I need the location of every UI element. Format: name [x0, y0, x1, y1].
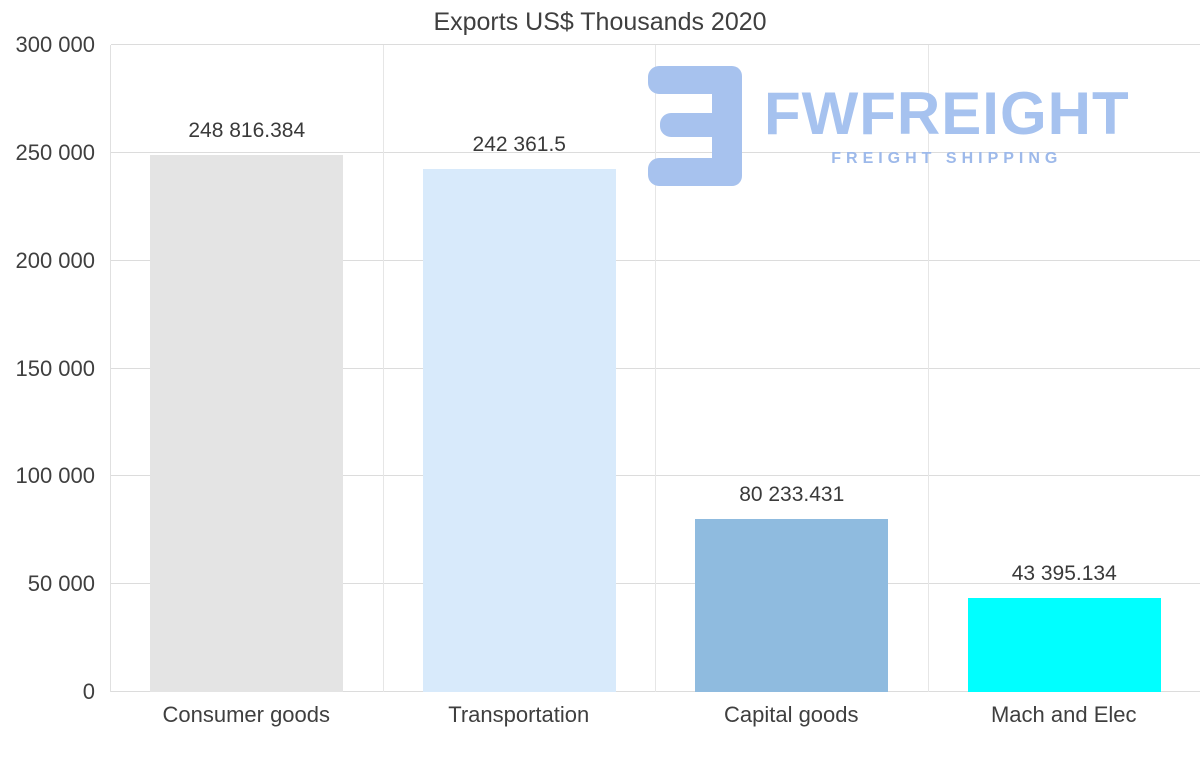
y-tick-label: 100 000 [15, 463, 95, 489]
brand-watermark: FWFREIGHT FREIGHT SHIPPING [648, 66, 1130, 186]
y-axis: 0 50 000 100 000 150 000 200 000 250 000 300 0… [1, 32, 101, 704]
bar-column: 80 233.431 [655, 45, 928, 692]
chart-title: Exports US$ Thousands 2020 [433, 8, 767, 36]
bar-mach-and-elec [967, 598, 1161, 692]
x-category-label: Capital goods [723, 702, 859, 727]
bar-column: 242 361.5 [382, 45, 656, 692]
bar-value-label: 43 395.134 [1011, 562, 1117, 586]
plot-columns: 248 816.384 242 361.5 80 233.431 43 395.134 [111, 45, 1200, 692]
x-axis: Consumer goods Transportation Capital good… [110, 702, 1200, 728]
y-tick-label: 150 000 [15, 355, 95, 381]
brand-name: FWFREIGHT [764, 80, 1130, 147]
x-category-label: Mach and Elec [990, 702, 1137, 727]
bar-column: 43 395.134 [927, 45, 1200, 692]
brand-tagline: FREIGHT SHIPPING [831, 150, 1063, 167]
bar-value-label: 248 816.384 [188, 119, 306, 143]
bar-column: 248 816.384 [111, 45, 383, 692]
bar-value-label: 80 233.431 [739, 482, 845, 506]
bar-capital-goods [695, 518, 889, 692]
gridline [111, 44, 1200, 45]
y-tick-label: 200 000 [15, 247, 95, 273]
bar-value-label: 242 361.5 [472, 133, 566, 157]
bar-transportation [422, 169, 616, 692]
x-category-label: Transportation [448, 702, 590, 727]
freight-logo-icon [648, 66, 744, 186]
bar-consumer-goods [150, 155, 344, 692]
y-tick-label: 250 000 [15, 139, 95, 165]
x-category-label: Consumer goods [162, 702, 331, 727]
y-tick-label: 50 000 [27, 571, 95, 597]
y-tick-label: 300 000 [15, 32, 95, 57]
plot-area: 0 50 000 100 000 150 000 200 000 250 000 300 0… [15, 32, 1200, 704]
watermark-text-block: FWFREIGHT FREIGHT SHIPPING [764, 84, 1130, 168]
y-tick-label: 0 [82, 679, 95, 704]
